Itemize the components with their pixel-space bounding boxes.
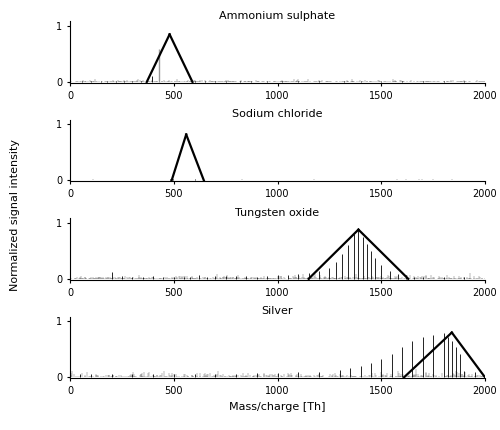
Title: Ammonium sulphate: Ammonium sulphate — [220, 11, 336, 21]
Title: Silver: Silver — [262, 306, 293, 316]
Title: Tungsten oxide: Tungsten oxide — [236, 208, 320, 218]
Text: Normalized signal intensity: Normalized signal intensity — [10, 139, 20, 291]
Title: Sodium chloride: Sodium chloride — [232, 109, 323, 119]
X-axis label: Mass/charge [Th]: Mass/charge [Th] — [229, 402, 326, 412]
